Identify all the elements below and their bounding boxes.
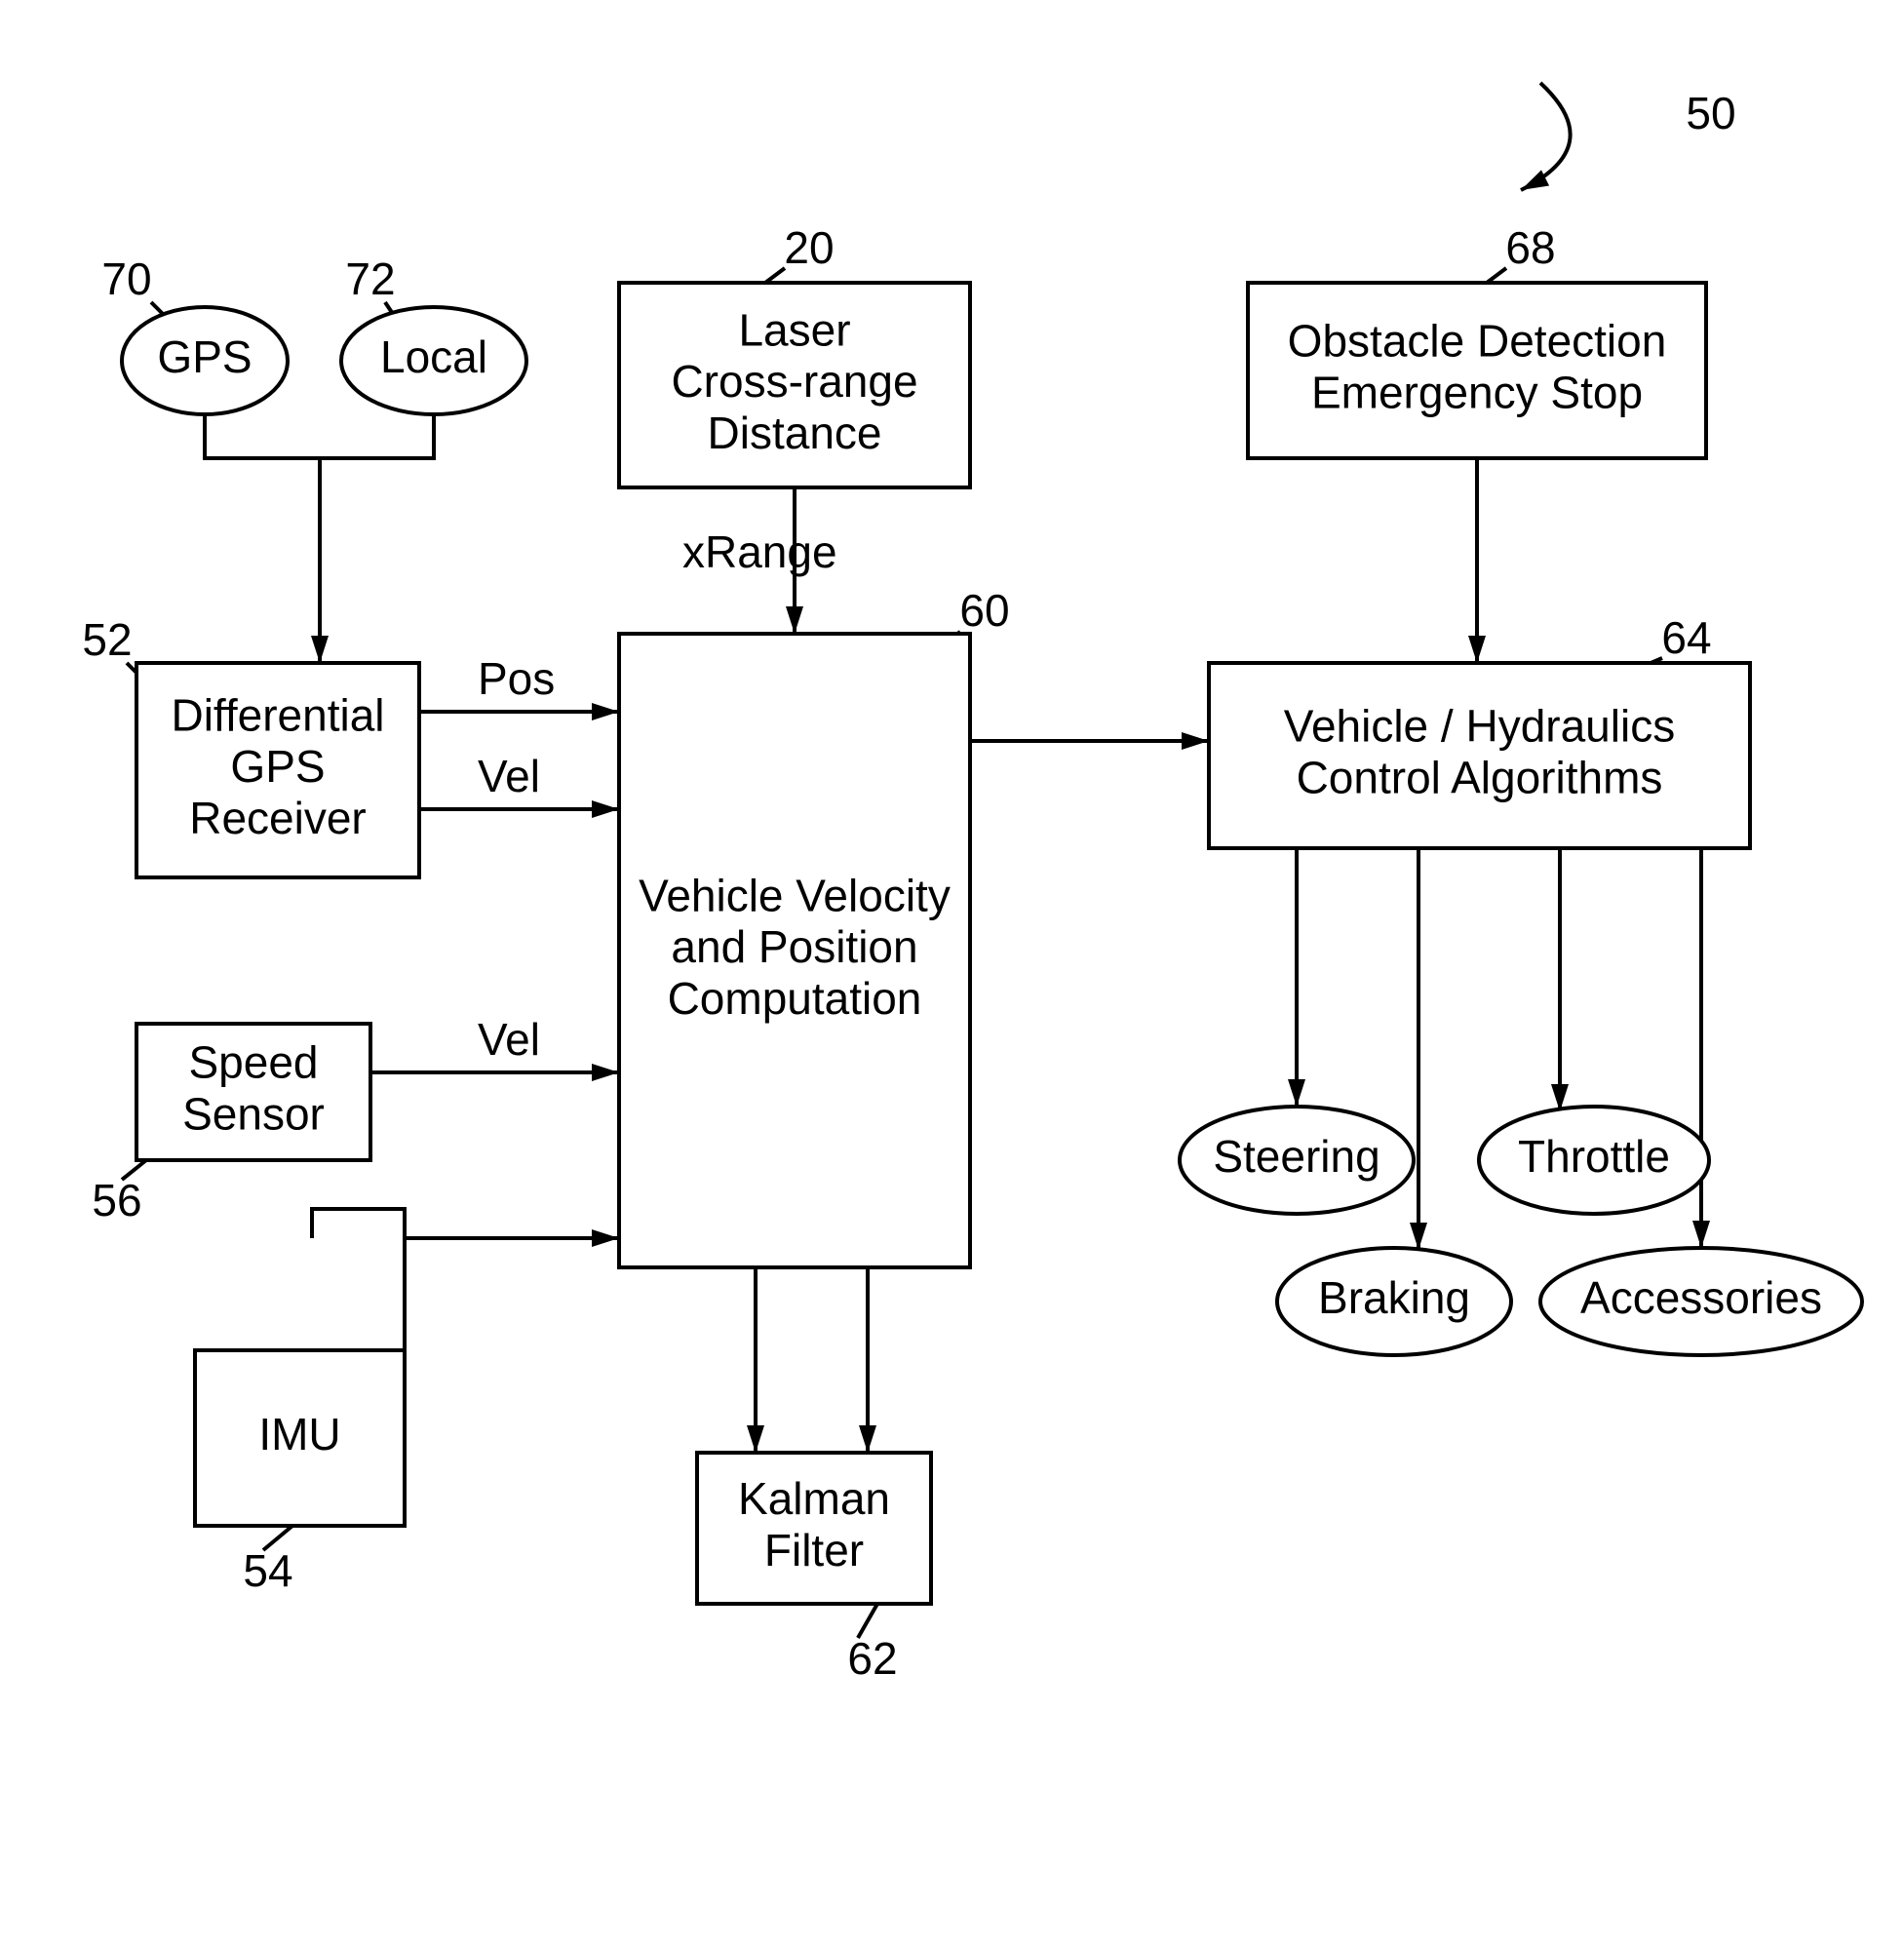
edge-label: Vel (478, 751, 540, 801)
ref-52: 52 (82, 614, 132, 665)
node-vvpc-label: Vehicle Velocity (639, 870, 951, 920)
ref-60: 60 (959, 585, 1009, 636)
node-vhca-label: Control Algorithms (1297, 753, 1663, 803)
node-laser-label: Distance (708, 408, 882, 458)
edge-label: xRange (682, 526, 837, 577)
node-laser-label: Laser (738, 304, 850, 355)
node-dgps-label: Receiver (189, 793, 367, 843)
ref-50: 50 (1686, 88, 1735, 138)
node-imu-label: IMU (258, 1409, 340, 1459)
node-throttle-label: Throttle (1518, 1131, 1670, 1182)
edge-label: Pos (478, 653, 555, 704)
node-steer-label: Steering (1213, 1131, 1379, 1182)
edge-label: Vel (478, 1014, 540, 1065)
node-dgps-label: Differential (171, 689, 384, 740)
ref-64: 64 (1661, 612, 1711, 663)
node-laser-label: Cross-range (671, 356, 917, 407)
node-brake-label: Braking (1318, 1272, 1470, 1323)
node-dgps-label: GPS (230, 741, 325, 792)
node-obst-label: Emergency Stop (1311, 368, 1643, 418)
node-vvpc-label: and Position (671, 921, 917, 972)
node-vhca-label: Vehicle / Hydraulics (1284, 701, 1675, 752)
node-speed-label: Speed (188, 1037, 318, 1088)
ref-56: 56 (92, 1175, 141, 1225)
node-vvpc-label: Computation (668, 973, 922, 1024)
node-acc-label: Accessories (1580, 1272, 1822, 1323)
node-gps-label: GPS (157, 331, 252, 382)
ref-70: 70 (101, 253, 151, 304)
ref-72: 72 (345, 253, 395, 304)
node-kalman-label: Filter (764, 1525, 864, 1575)
ref-62: 62 (847, 1633, 897, 1684)
node-obst-label: Obstacle Detection (1288, 316, 1667, 367)
ref-20: 20 (784, 222, 834, 273)
node-local-label: Local (380, 331, 487, 382)
ref-68: 68 (1505, 222, 1555, 273)
node-kalman-label: Kalman (738, 1473, 890, 1524)
ref-54: 54 (243, 1545, 292, 1596)
node-speed-label: Sensor (182, 1089, 325, 1140)
